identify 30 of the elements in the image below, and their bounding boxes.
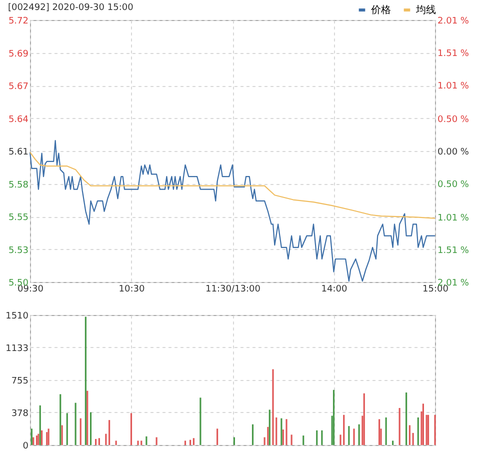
x-tick-label: 10:30 — [118, 284, 145, 294]
y2-tick-label: 0.50 % — [438, 180, 470, 190]
x-tick-label: 11:30/13:00 — [206, 284, 261, 294]
y2-tick-label: 2.01 % — [438, 16, 470, 26]
y2-tick-label: 1.51 % — [438, 246, 470, 256]
y-tick-label: 5.72 — [8, 16, 28, 26]
y-tick-label: 5.67 — [8, 82, 28, 92]
y2-tick-label: 1.51 % — [438, 49, 470, 60]
x-tick-label: 14:00 — [321, 284, 348, 294]
y-tick-label: 1133 — [6, 344, 28, 354]
y2-tick-label: 0.00 % — [438, 148, 470, 158]
y2-tick-label: 1.01 % — [438, 213, 470, 224]
chart-title: [002492] 2020-09-30 15:00 — [8, 3, 134, 13]
y-tick-label: 5.58 — [8, 180, 29, 190]
y-tick-label: 5.61 — [8, 148, 28, 158]
y-tick-label: 378 — [11, 408, 29, 419]
legend-label: 价格 — [370, 4, 391, 16]
y-tick-label: 5.64 — [8, 114, 29, 125]
y-tick-label: 5.53 — [8, 246, 28, 256]
y-tick-label: 1510 — [6, 312, 29, 322]
y2-tick-label: 1.01 % — [438, 82, 470, 92]
y-tick-label: 5.69 — [8, 49, 29, 60]
y-tick-label: 0 — [22, 442, 29, 452]
x-tick-label: 09:30 — [18, 284, 44, 294]
x-tick-label: 15:00 — [422, 284, 449, 294]
y-tick-label: 755 — [11, 376, 28, 386]
line-series — [29, 152, 436, 219]
y2-tick-label: 0.50 % — [438, 114, 470, 125]
legend-label: 均线 — [415, 4, 436, 16]
y-tick-label: 5.55 — [8, 213, 28, 223]
